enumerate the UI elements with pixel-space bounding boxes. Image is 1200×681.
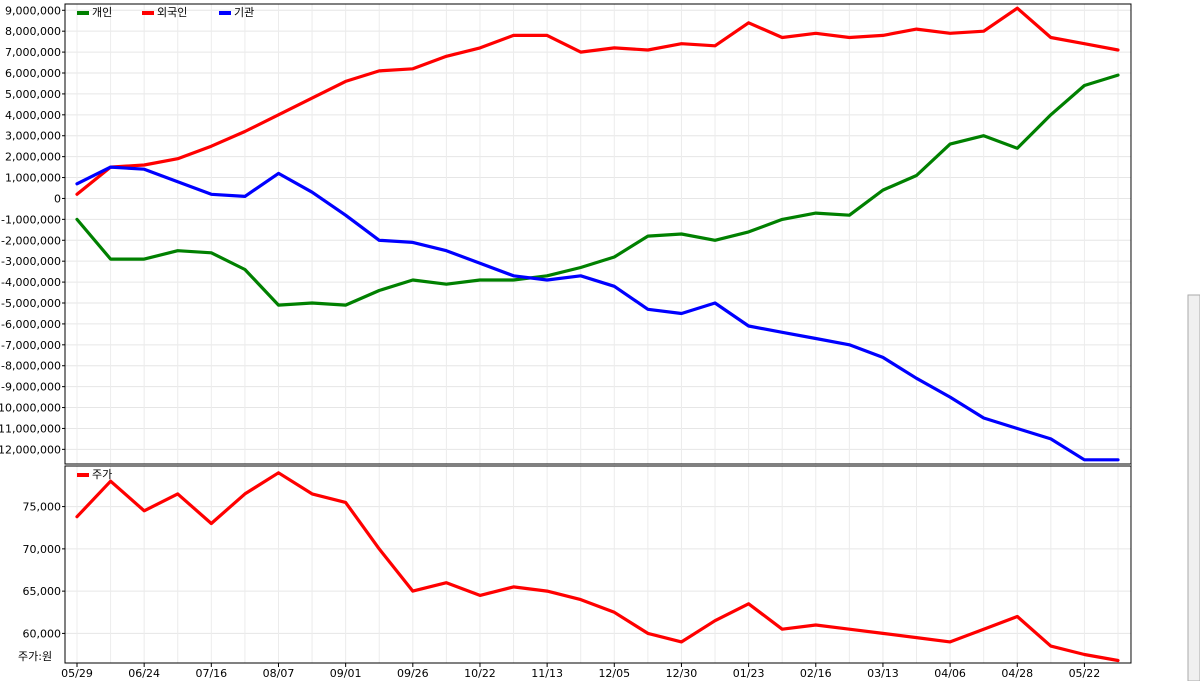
series-line — [75, 6, 1120, 196]
x-tick-label: 05/29 — [61, 667, 93, 680]
y-tick-label: 75,000 — [23, 501, 62, 514]
y-tick-label: 60,000 — [23, 627, 62, 640]
y-tick-label: -10,000,000 — [0, 402, 61, 415]
y-tick-label: -1,000,000 — [1, 213, 61, 226]
x-tick-label: 06/24 — [128, 667, 160, 680]
series-line — [75, 73, 1120, 307]
x-tick-label: 04/28 — [1001, 667, 1033, 680]
y-tick-label: 5,000,000 — [5, 88, 61, 101]
y-tick-label: 6,000,000 — [5, 67, 61, 80]
x-tick-label: 08/07 — [263, 667, 295, 680]
x-tick-label: 09/26 — [397, 667, 429, 680]
investor-y-axis: 9,000,000 8,000,000 7,000,000 6,000,000 5,00… — [0, 4, 65, 456]
x-tick-label: 11/13 — [531, 667, 563, 680]
y-tick-label: 70,000 — [23, 543, 62, 556]
x-tick-label: 05/22 — [1069, 667, 1101, 680]
y-tick-label: 7,000,000 — [5, 46, 61, 59]
price-series — [75, 471, 1120, 663]
legend-swatch — [77, 11, 89, 15]
y-tick-label: 9,000,000 — [5, 4, 61, 17]
investor-panel: 9,000,000 8,000,000 7,000,000 6,000,000 5,00… — [0, 3, 1132, 465]
investor-series — [75, 6, 1120, 462]
legend-swatch — [77, 473, 89, 477]
x-axis: 05/29 06/24 07/16 08/07 09/01 09/26 10/22 11/13… — [61, 663, 1100, 680]
y-tick-label: -6,000,000 — [1, 318, 61, 331]
price-grid — [65, 466, 1131, 663]
y-tick-label: -11,000,000 — [0, 422, 61, 435]
series-line — [75, 471, 1120, 663]
x-tick-label: 12/30 — [666, 667, 698, 680]
price-y-axis-label: 주가:원 — [18, 650, 52, 663]
y-tick-label: 65,000 — [23, 585, 62, 598]
x-tick-label: 01/23 — [733, 667, 765, 680]
x-tick-label: 07/16 — [195, 667, 227, 680]
y-tick-label: 0 — [54, 192, 61, 205]
y-tick-label: -9,000,000 — [1, 381, 61, 394]
y-tick-label: -3,000,000 — [1, 255, 61, 268]
price-y-axis: 75,000 70,000 65,000 60,000 — [23, 501, 65, 640]
x-tick-label: 03/13 — [867, 667, 899, 680]
legend-label: 기관 — [234, 6, 254, 19]
x-tick-label: 02/16 — [800, 667, 832, 680]
side-panel-edge — [1187, 294, 1200, 681]
y-tick-label: -4,000,000 — [1, 276, 61, 289]
y-tick-label: -2,000,000 — [1, 234, 61, 247]
y-tick-label: 3,000,000 — [5, 130, 61, 143]
y-tick-label: -5,000,000 — [1, 297, 61, 310]
investor-legend: 개인 외국인 기관 — [77, 6, 254, 19]
legend-label: 주가 — [92, 468, 112, 481]
x-tick-label: 10/22 — [464, 667, 496, 680]
right-divider — [1131, 4, 1132, 663]
legend-label: 개인 — [92, 6, 112, 19]
y-tick-label: -7,000,000 — [1, 339, 61, 352]
y-tick-label: 1,000,000 — [5, 172, 61, 185]
y-tick-label: -12,000,000 — [0, 443, 61, 456]
y-tick-label: 4,000,000 — [5, 109, 61, 122]
x-tick-label: 04/06 — [934, 667, 966, 680]
series-line — [75, 165, 1120, 462]
legend-label: 외국인 — [157, 6, 187, 19]
x-tick-label: 09/01 — [330, 667, 362, 680]
y-tick-label: 2,000,000 — [5, 151, 61, 164]
legend-swatch — [219, 11, 231, 15]
x-tick-label: 12/05 — [598, 667, 630, 680]
y-tick-label: 8,000,000 — [5, 25, 61, 38]
price-legend: 주가 — [77, 468, 112, 481]
legend-swatch — [142, 11, 154, 15]
price-panel: 75,000 70,000 65,000 60,000 주가 주가:원 — [18, 465, 1132, 664]
y-tick-label: -8,000,000 — [1, 360, 61, 373]
